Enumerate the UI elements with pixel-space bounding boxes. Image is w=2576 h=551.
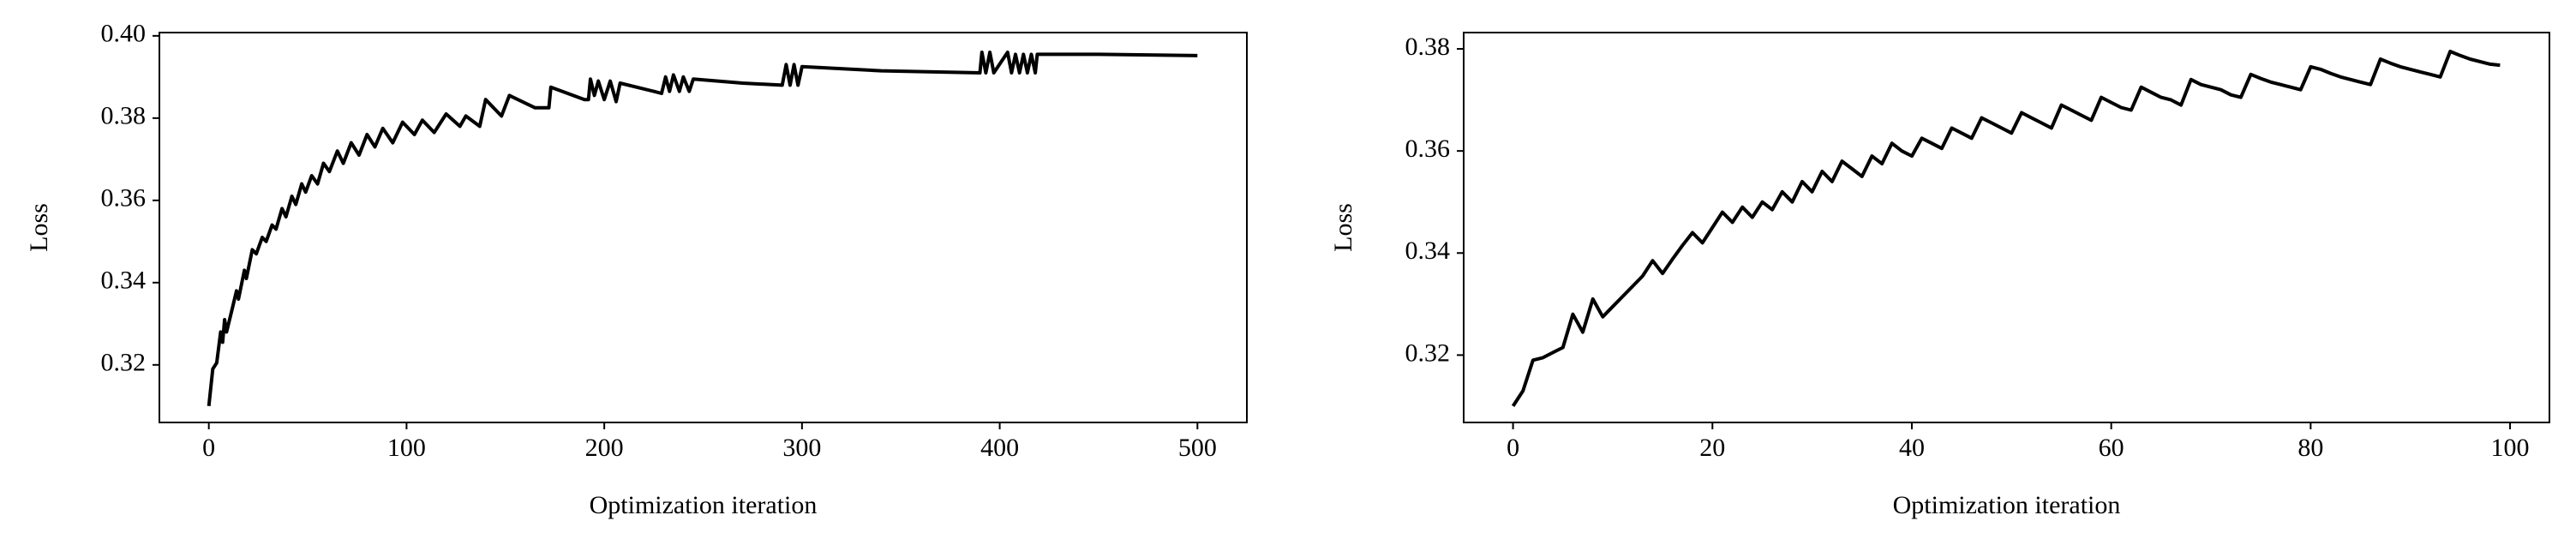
y-tick-label: 0.38 [1405,33,1451,61]
y-tick-label: 0.32 [101,349,147,377]
x-axis-label: Optimization iteration [1893,491,2121,519]
y-tick-label: 0.34 [101,267,147,295]
axes-frame [1463,32,2550,423]
y-tick-label: 0.32 [1405,338,1451,367]
y-tick-label: 0.34 [1405,237,1451,265]
x-tick-label: 500 [1178,434,1217,462]
x-tick-label: 200 [585,434,624,462]
x-tick-label: 100 [2491,434,2530,462]
x-tick-label: 40 [1899,434,1925,462]
x-tick-label: 300 [782,434,821,462]
y-axis-label: Loss [25,203,53,252]
y-tick-label: 0.40 [101,20,147,48]
x-tick-label: 400 [980,434,1019,462]
x-tick-label: 80 [2297,434,2323,462]
x-tick-label: 100 [387,434,426,462]
y-tick-label: 0.36 [1405,135,1451,163]
y-tick-label: 0.38 [101,102,147,130]
y-tick-label: 0.36 [101,184,147,213]
x-tick-label: 0 [202,434,215,462]
x-tick-label: 20 [1699,434,1725,462]
loss-line [207,51,1198,407]
x-tick-label: 0 [1507,434,1519,462]
x-tick-label: 60 [2099,434,2124,462]
loss-line [1511,50,2501,407]
y-axis-label: Loss [1329,203,1357,252]
axes-frame [159,32,1248,423]
x-axis-label: Optimization iteration [590,491,818,519]
